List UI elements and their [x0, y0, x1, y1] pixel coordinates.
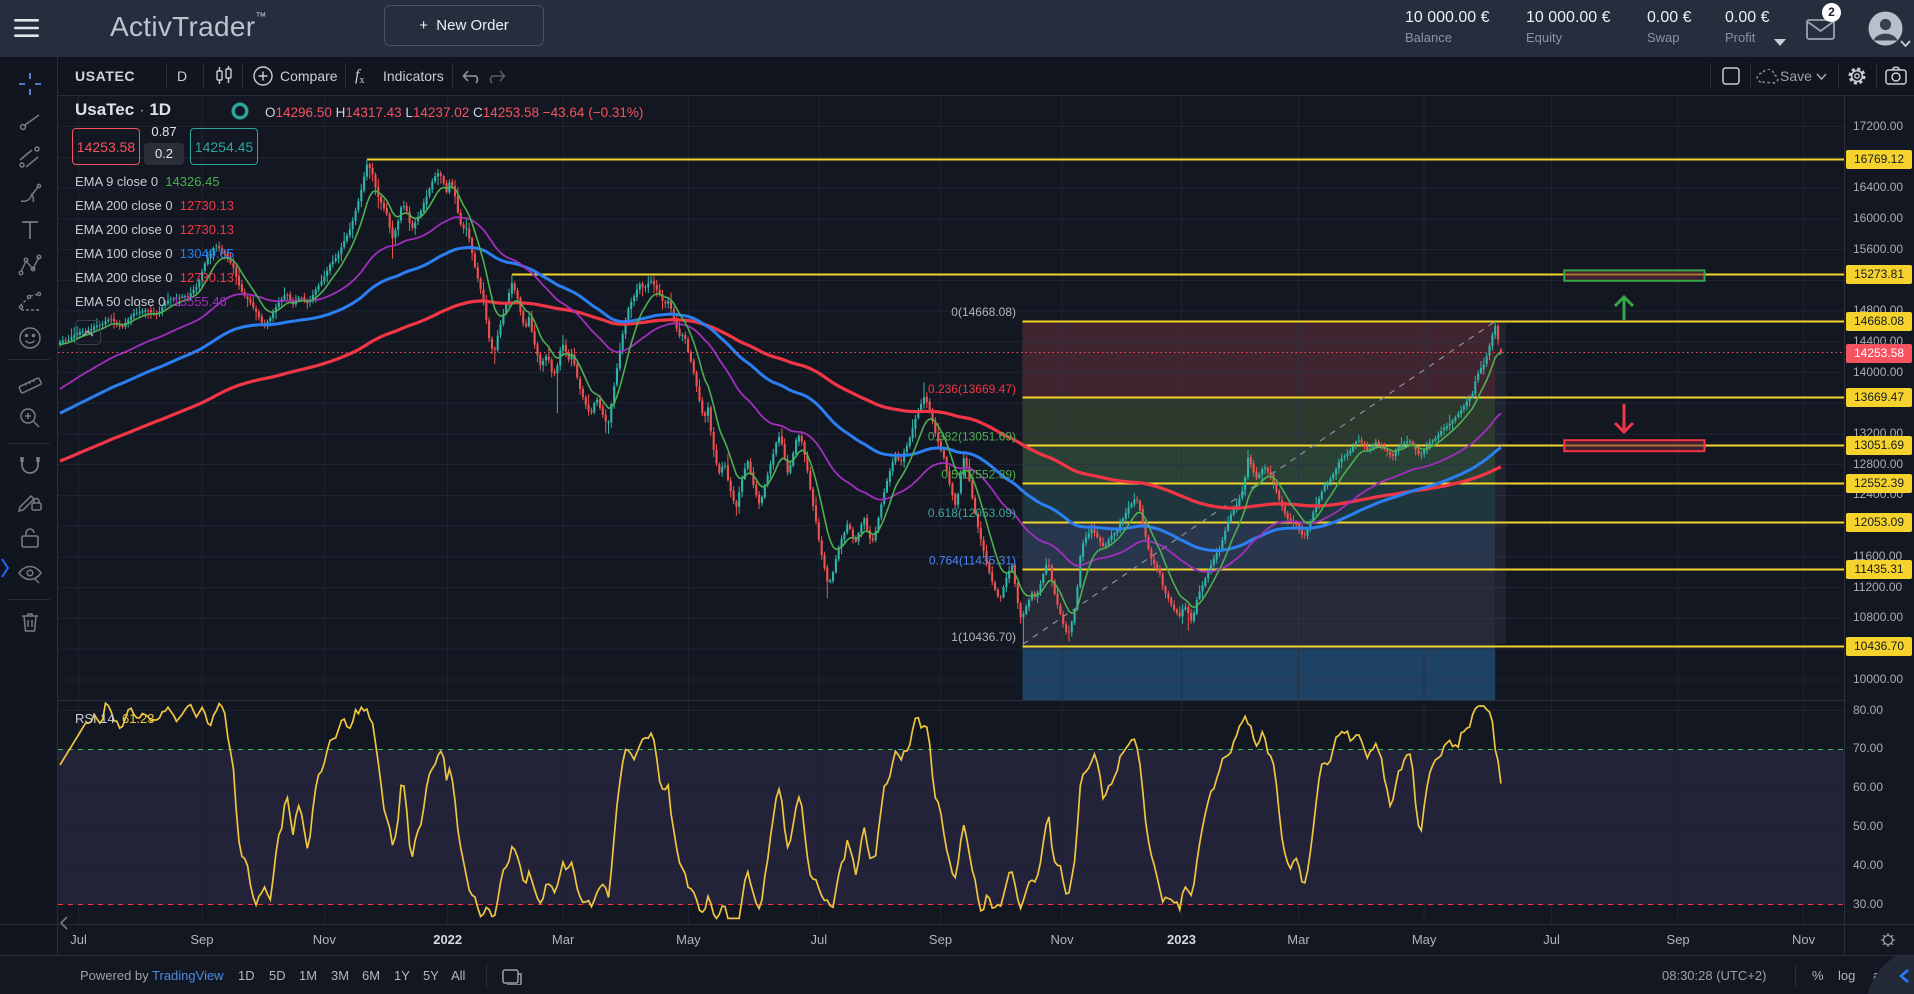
svg-text:1(10436.70): 1(10436.70) — [951, 630, 1016, 644]
svg-text:0.382(13051.69): 0.382(13051.69) — [928, 429, 1016, 443]
svg-text:0(14668.08): 0(14668.08) — [951, 305, 1016, 319]
svg-text:0.236(13669.47): 0.236(13669.47) — [928, 382, 1016, 396]
svg-text:0.5(12552.39): 0.5(12552.39) — [941, 468, 1016, 482]
svg-text:0.618(12053.09): 0.618(12053.09) — [928, 506, 1016, 520]
svg-text:0.764(11435.31): 0.764(11435.31) — [929, 554, 1016, 568]
